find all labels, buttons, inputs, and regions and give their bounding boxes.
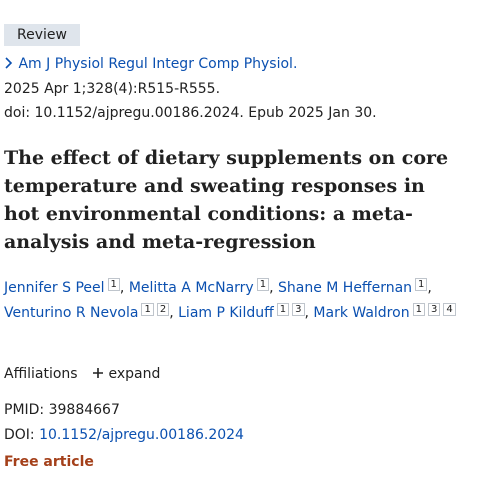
publication-type-badge: Review — [4, 24, 80, 46]
author: Shane M Heffernan 1, — [277, 278, 432, 296]
separator: , — [169, 304, 174, 321]
affiliation-number[interactable]: 1 — [276, 302, 290, 316]
article-title: The effect of dietary supplements on cor… — [4, 147, 449, 253]
affiliations-label: Affiliations — [4, 366, 78, 382]
author: Melitta A McNarry 1, — [128, 278, 274, 296]
author-name[interactable]: Melitta A McNarry — [128, 280, 254, 296]
author-name[interactable]: Liam P Kilduff — [178, 304, 274, 321]
journal-link[interactable]: Am J Physiol Regul Integr Comp Physiol. — [18, 56, 298, 72]
author-list: Jennifer S Peel 1, Melitta A McNarry 1, Sh… — [4, 276, 464, 325]
doi-line: doi: 10.1152/ajpregu.00186.2024. Epub 20… — [4, 105, 377, 121]
doi-row: DOI: 10.1152/ajpregu.00186.2024 — [4, 425, 244, 445]
author-name[interactable]: Jennifer S Peel — [4, 280, 105, 296]
affiliation-number[interactable]: 2 — [156, 302, 170, 316]
author: Jennifer S Peel 1, — [4, 278, 125, 296]
journal-row: Am J Physiol Regul Integr Comp Physiol. — [4, 54, 297, 74]
separator: , — [304, 304, 309, 321]
pmid-label: PMID: — [4, 402, 45, 418]
author-name[interactable]: Mark Waldron — [313, 304, 410, 321]
author: Venturino R Nevola 1 2, — [4, 302, 174, 321]
pmid-row: PMID: 39884667 — [4, 400, 120, 420]
citation: 2025 Apr 1;328(4):R515-R555. — [4, 81, 221, 97]
separator: , — [119, 280, 125, 296]
doi-link[interactable]: 10.1152/ajpregu.00186.2024 — [39, 427, 244, 443]
expand-label: expand — [108, 366, 161, 382]
free-article: Free article — [4, 454, 94, 470]
affiliations-row: Affiliations expand — [4, 364, 160, 384]
affiliation-number[interactable]: 1 — [412, 302, 425, 316]
author-name[interactable]: Venturino R Nevola — [4, 304, 139, 321]
affiliation-number[interactable]: 3 — [427, 302, 441, 316]
author: Mark Waldron 1 3 4 — [313, 302, 456, 321]
affiliation-number[interactable]: 3 — [292, 302, 305, 316]
chevron-icon[interactable] — [4, 57, 14, 69]
affiliation-number[interactable]: 1 — [141, 302, 154, 316]
expand-toggle[interactable]: expand — [92, 366, 160, 382]
pmid-value: 39884667 — [48, 402, 120, 418]
affiliation-number[interactable]: 4 — [443, 302, 456, 316]
affiliation-number[interactable]: 1 — [107, 278, 120, 291]
author: Liam P Kilduff 1 3, — [178, 302, 309, 321]
separator: , — [427, 280, 432, 296]
separator: , — [269, 280, 274, 296]
affiliation-number[interactable]: 1 — [415, 278, 428, 291]
doi-label: DOI: — [4, 427, 35, 443]
plus-icon — [93, 368, 104, 378]
author-name[interactable]: Shane M Heffernan — [277, 280, 413, 296]
affiliation-number[interactable]: 1 — [256, 278, 270, 291]
